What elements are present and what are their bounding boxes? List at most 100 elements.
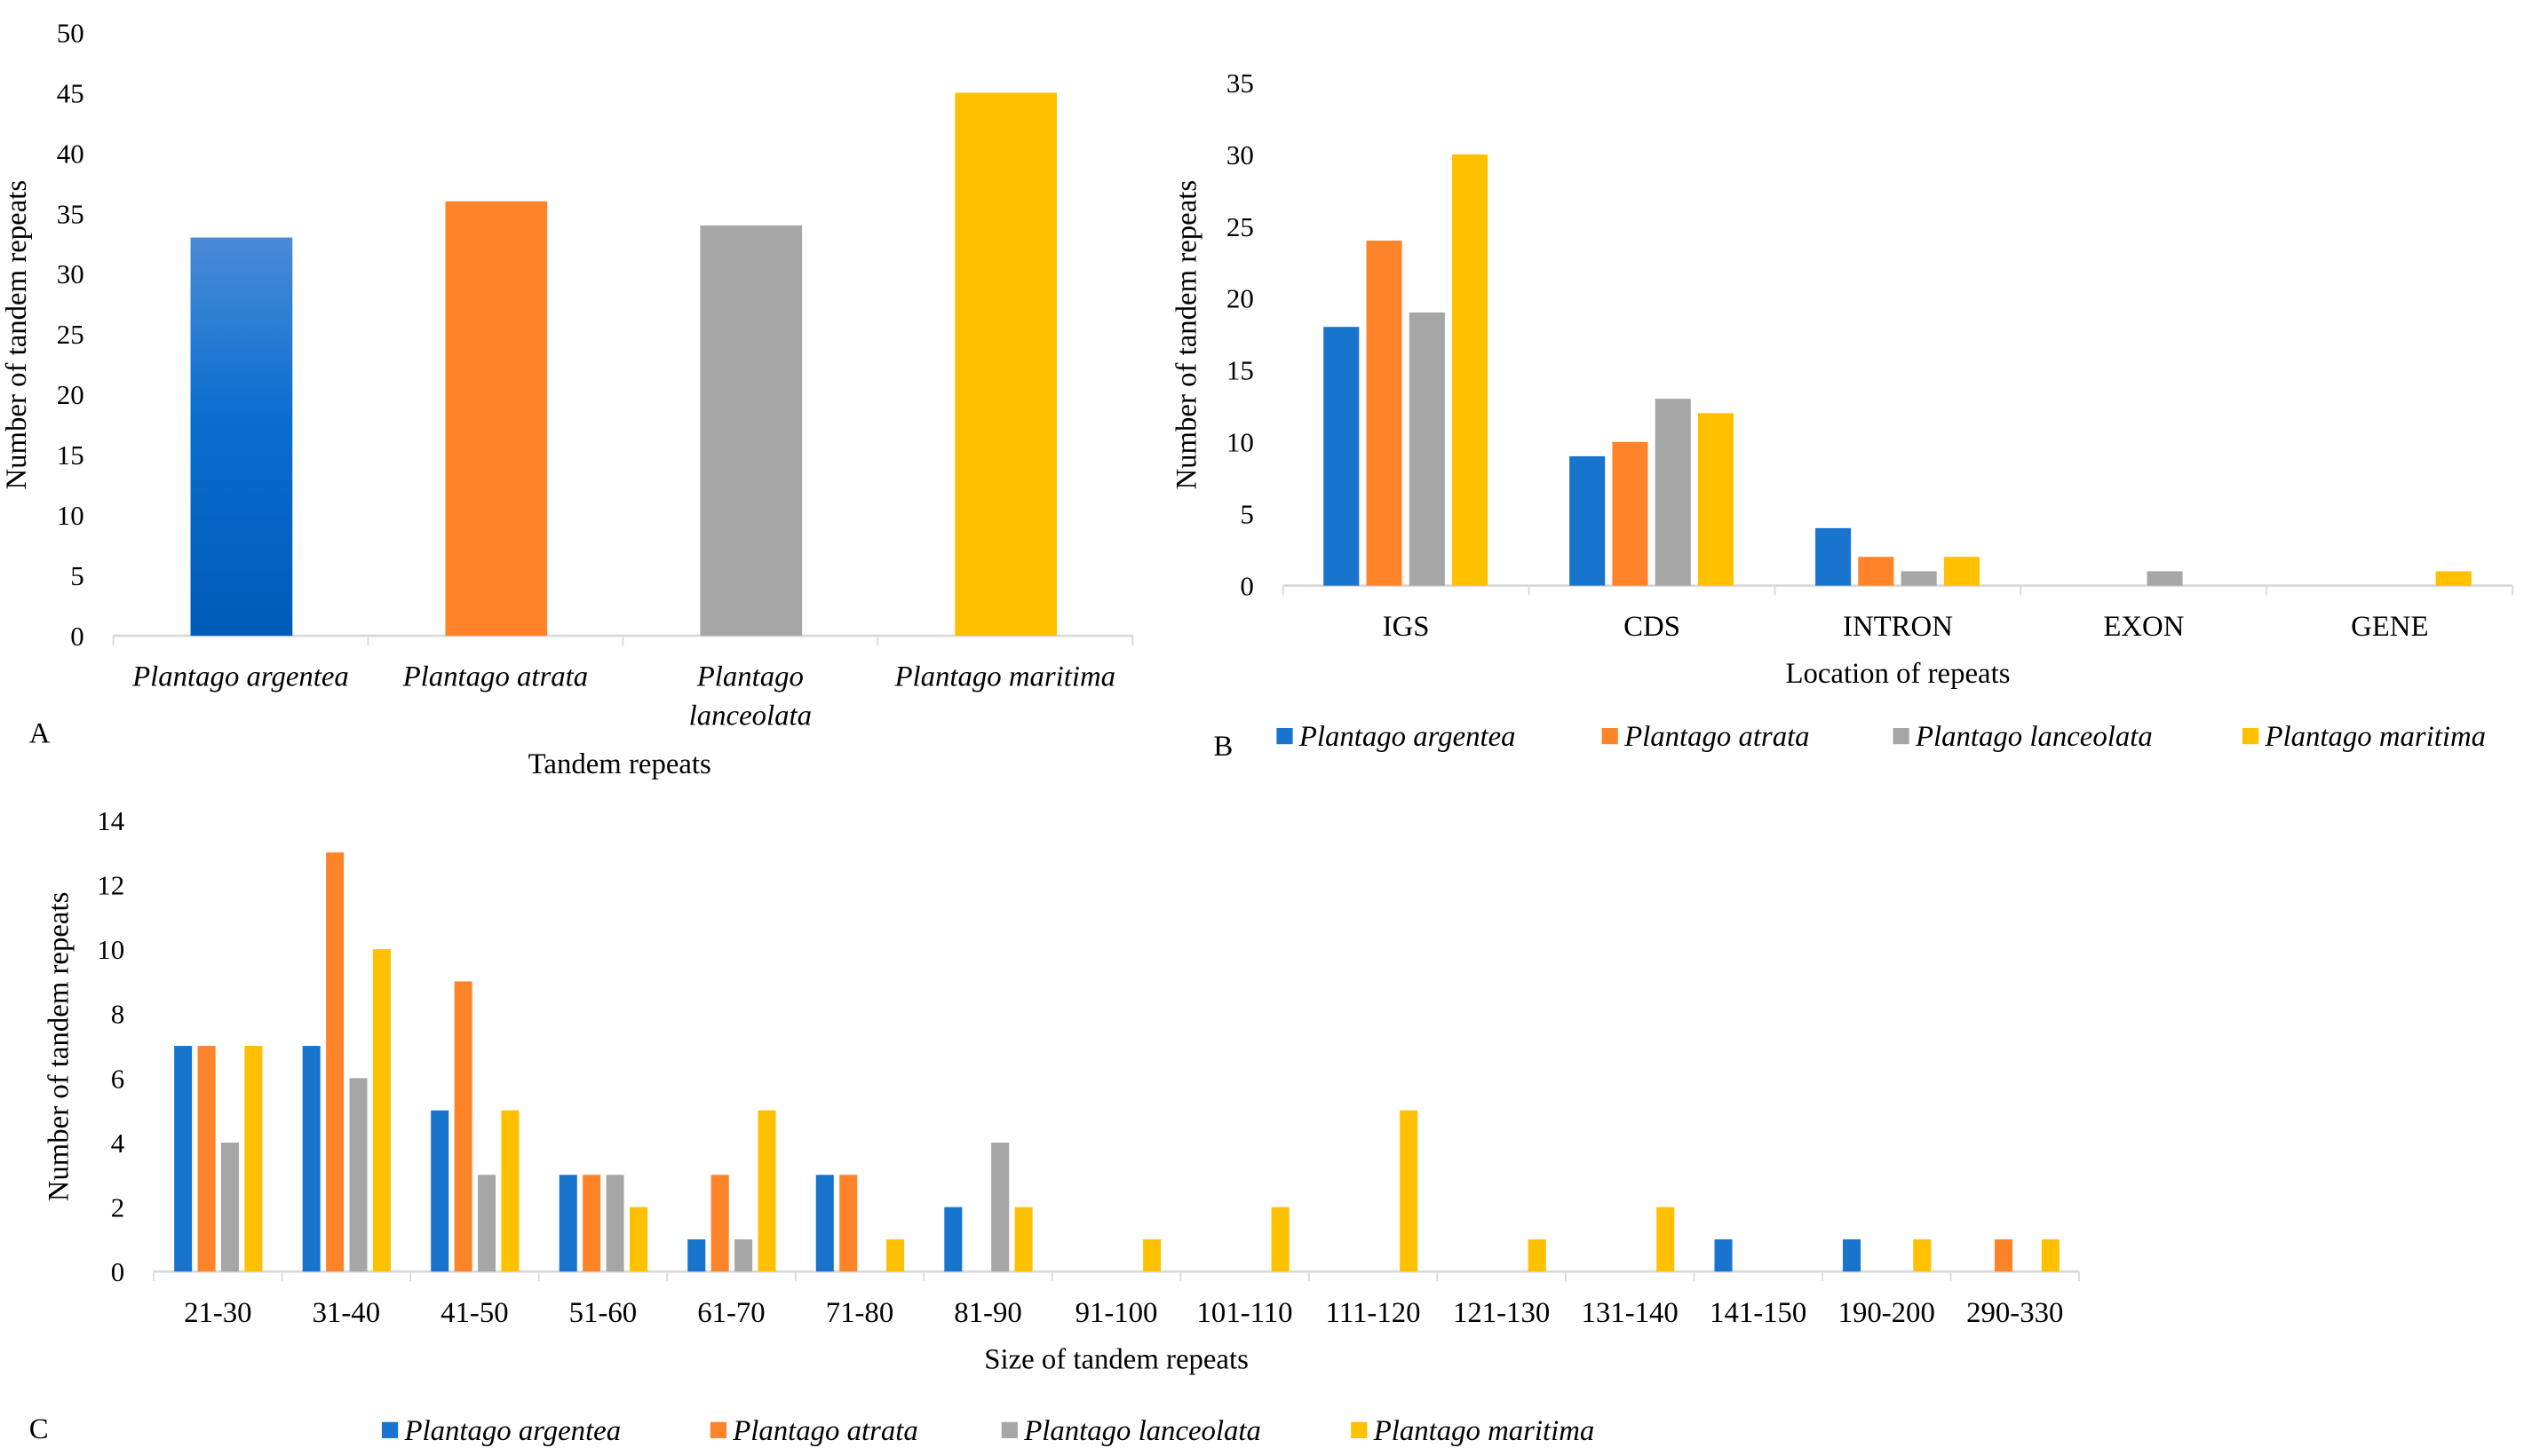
bar — [955, 92, 1058, 637]
bar — [326, 852, 345, 1272]
legend-label: Plantago argentea — [403, 1415, 621, 1447]
x-tick-label: EXON — [2103, 611, 2184, 643]
y-axis-label: Number of tandem repeats — [44, 892, 75, 1202]
bar — [1409, 313, 1445, 586]
y-tick-label: 30 — [57, 258, 84, 289]
bar — [174, 1046, 193, 1272]
bar — [501, 1110, 520, 1272]
y-tick-label: 10 — [57, 500, 84, 531]
legend-swatch — [2242, 728, 2259, 745]
panel-label-a: A — [29, 717, 51, 749]
chart-c: 0 2 4 6 8 10 12 14 Number of tandem repeats 21-30… — [44, 805, 2080, 1447]
x-tick-label: 131-140 — [1582, 1297, 1679, 1329]
bar — [839, 1175, 858, 1272]
bar — [629, 1207, 648, 1272]
bar — [431, 1110, 449, 1272]
legend-swatch — [1276, 728, 1293, 745]
legend-swatch — [1001, 1421, 1018, 1438]
x-axis-label: Tandem repeats — [528, 748, 711, 780]
y-tick-label: 10 — [97, 934, 124, 965]
x-tick-label: 111-120 — [1326, 1297, 1421, 1329]
bar — [2041, 1238, 2060, 1272]
bar — [454, 981, 472, 1272]
legend-label: Plantago lanceolata — [1915, 721, 2153, 753]
x-tick-label: Plantago — [696, 661, 804, 693]
chart-a: 0 5 10 15 20 25 30 35 40 45 50 Number of tandem rep… — [1, 17, 1134, 780]
bar — [478, 1175, 496, 1272]
y-tick-label: 15 — [57, 439, 84, 471]
y-tick-label: 45 — [57, 77, 84, 108]
x-axis-label: Size of tandem repeats — [984, 1344, 1249, 1376]
y-tick-label: 20 — [57, 379, 84, 410]
bar — [1612, 441, 1648, 586]
x-tick-label: 141-150 — [1710, 1297, 1806, 1329]
bar — [190, 237, 293, 637]
bar — [583, 1175, 601, 1272]
legend-swatch — [1351, 1421, 1368, 1438]
bar — [559, 1175, 577, 1272]
x-axis-label: Location of repeats — [1785, 658, 2010, 690]
bar — [734, 1238, 753, 1272]
legend-swatch — [1601, 728, 1618, 745]
bar — [700, 225, 803, 637]
bar — [991, 1143, 1010, 1272]
y-tick-label: 25 — [57, 319, 84, 350]
x-tick-label: 91-100 — [1075, 1297, 1158, 1329]
y-tick-label: 6 — [111, 1063, 124, 1094]
bar — [244, 1046, 263, 1272]
bar — [886, 1238, 905, 1272]
x-tick-label: GENE — [2351, 611, 2428, 643]
y-tick-label: 0 — [111, 1256, 124, 1287]
bar — [1569, 455, 1606, 586]
bar — [220, 1143, 240, 1272]
y-tick-label: 0 — [1240, 571, 1253, 602]
x-tick-label: lanceolata — [689, 700, 812, 732]
bar — [1014, 1207, 1033, 1272]
bar — [1913, 1238, 1932, 1272]
bar — [1843, 1238, 1861, 1272]
bar — [687, 1238, 706, 1272]
y-tick-label: 10 — [1226, 427, 1254, 458]
y-tick-label: 20 — [1226, 283, 1254, 314]
bar — [1366, 241, 1402, 586]
y-tick-label: 25 — [1226, 211, 1254, 242]
bar — [1943, 557, 1980, 586]
panel-label-b: B — [1213, 731, 1233, 763]
bar — [1697, 413, 1734, 586]
bar — [2147, 571, 2183, 586]
y-tick-label: 4 — [111, 1128, 124, 1159]
bar — [1858, 557, 1894, 586]
legend-swatch — [1893, 728, 1909, 745]
legend-label: Plantago lanceolata — [1023, 1415, 1261, 1447]
bar — [1143, 1238, 1162, 1272]
y-tick-label: 35 — [1226, 67, 1254, 99]
x-tick-label: 41-50 — [441, 1297, 508, 1329]
x-tick-label: Plantago maritima — [894, 661, 1116, 693]
bar — [944, 1207, 963, 1272]
x-tick-label: 51-60 — [569, 1297, 637, 1329]
bar — [1271, 1207, 1290, 1272]
bar — [1714, 1238, 1733, 1272]
y-tick-label: 50 — [57, 17, 84, 48]
x-tick-label: 101-110 — [1197, 1297, 1293, 1329]
y-tick-label: 5 — [1240, 499, 1253, 530]
bar — [815, 1175, 834, 1272]
x-tick-label: CDS — [1623, 611, 1680, 643]
bar — [1901, 571, 1937, 586]
bar — [349, 1078, 368, 1272]
bar — [197, 1046, 216, 1272]
legend-label: Plantago maritima — [2265, 721, 2487, 753]
y-axis-label: Number of tandem repeats — [1171, 180, 1202, 490]
x-tick-label: Plantago argentea — [131, 661, 349, 693]
chart-b: 0 5 10 15 20 25 30 35 Number of tandem repeats IG… — [1171, 67, 2514, 753]
legend-swatch — [710, 1421, 726, 1438]
bar — [710, 1175, 729, 1272]
x-tick-label: 21-30 — [184, 1297, 251, 1329]
bar — [1528, 1238, 1546, 1272]
legend-label: Plantago atrata — [1623, 721, 1810, 753]
bar — [2435, 571, 2472, 586]
panel-label-c: C — [29, 1413, 49, 1445]
y-tick-label: 0 — [70, 621, 83, 652]
legend-label: Plantago maritima — [1373, 1415, 1595, 1447]
x-tick-label: 81-90 — [954, 1297, 1021, 1329]
